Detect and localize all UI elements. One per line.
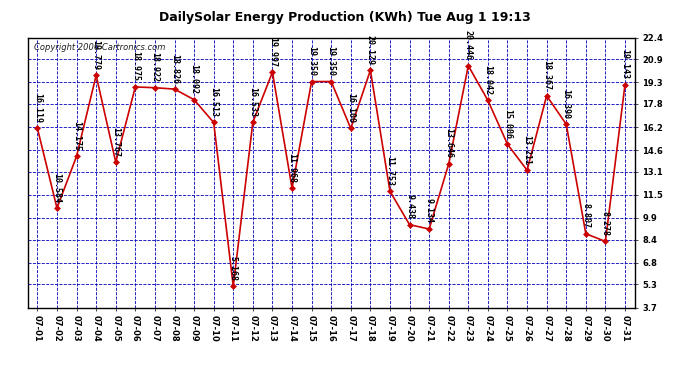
- Text: Copyright 2006 Cartronics.com: Copyright 2006 Cartronics.com: [34, 43, 165, 52]
- Text: 20.446: 20.446: [464, 30, 473, 60]
- Text: 16.119: 16.119: [33, 93, 42, 123]
- Text: 14.175: 14.175: [72, 121, 81, 151]
- Text: 19.350: 19.350: [307, 46, 316, 76]
- Text: 13.767: 13.767: [111, 127, 120, 157]
- Text: 16.533: 16.533: [248, 87, 257, 117]
- Text: 16.100: 16.100: [346, 93, 355, 123]
- Text: 18.922: 18.922: [150, 52, 159, 82]
- Text: 9.134: 9.134: [424, 198, 433, 223]
- Text: 19.779: 19.779: [92, 40, 101, 70]
- Text: 5.168: 5.168: [229, 256, 238, 281]
- Text: 18.092: 18.092: [190, 64, 199, 94]
- Text: 20.129: 20.129: [366, 35, 375, 65]
- Text: 19.143: 19.143: [620, 49, 629, 79]
- Text: 9.438: 9.438: [405, 194, 414, 219]
- Text: 16.513: 16.513: [209, 87, 218, 117]
- Text: 18.826: 18.826: [170, 54, 179, 84]
- Text: 11.753: 11.753: [386, 156, 395, 186]
- Text: DailySolar Energy Production (KWh) Tue Aug 1 19:13: DailySolar Energy Production (KWh) Tue A…: [159, 11, 531, 24]
- Text: 18.042: 18.042: [484, 65, 493, 95]
- Text: 8.278: 8.278: [601, 211, 610, 236]
- Text: 8.807: 8.807: [582, 203, 591, 228]
- Text: 15.006: 15.006: [503, 109, 512, 139]
- Text: 10.584: 10.584: [52, 172, 61, 202]
- Text: 13.646: 13.646: [444, 128, 453, 158]
- Text: 13.211: 13.211: [522, 135, 531, 165]
- Text: 19.350: 19.350: [326, 46, 336, 76]
- Text: 19.997: 19.997: [268, 37, 277, 67]
- Text: 18.367: 18.367: [542, 60, 551, 90]
- Text: 16.390: 16.390: [562, 89, 571, 119]
- Text: 11.968: 11.968: [288, 153, 297, 183]
- Text: 18.975: 18.975: [131, 51, 140, 81]
